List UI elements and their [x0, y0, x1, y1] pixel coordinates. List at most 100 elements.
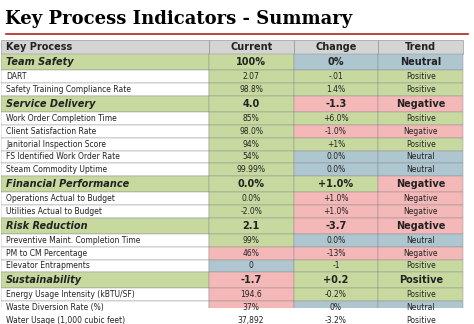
- Bar: [293, 96, 378, 112]
- Bar: [378, 83, 463, 96]
- Bar: [209, 40, 293, 54]
- Bar: [209, 96, 293, 112]
- Bar: [1, 247, 209, 260]
- Bar: [293, 125, 378, 138]
- Bar: [209, 70, 293, 83]
- Text: Negative: Negative: [403, 249, 438, 258]
- Bar: [378, 96, 463, 112]
- Text: Utilities Actual to Budget: Utilities Actual to Budget: [6, 207, 102, 216]
- Bar: [1, 288, 209, 301]
- Bar: [209, 176, 293, 192]
- Text: Negative: Negative: [396, 221, 446, 231]
- Text: Current: Current: [230, 42, 272, 52]
- Bar: [1, 83, 209, 96]
- Text: Service Delivery: Service Delivery: [6, 99, 96, 109]
- Bar: [293, 247, 378, 260]
- Bar: [293, 112, 378, 125]
- Text: Janitorial Inspection Score: Janitorial Inspection Score: [6, 140, 106, 149]
- Text: Positive: Positive: [406, 114, 436, 123]
- Text: +6.0%: +6.0%: [323, 114, 349, 123]
- Text: Sustainability: Sustainability: [6, 275, 82, 285]
- Text: Positive: Positive: [399, 275, 443, 285]
- Text: -0.2%: -0.2%: [325, 290, 347, 299]
- Bar: [209, 138, 293, 151]
- Text: Negative: Negative: [396, 99, 446, 109]
- Text: 0.0%: 0.0%: [326, 236, 346, 245]
- Text: Team Safety: Team Safety: [6, 57, 74, 67]
- Bar: [1, 112, 209, 125]
- Text: Neutral: Neutral: [407, 303, 435, 312]
- Text: Positive: Positive: [406, 140, 436, 149]
- Text: 0.0%: 0.0%: [326, 165, 346, 174]
- Bar: [209, 83, 293, 96]
- Bar: [209, 314, 293, 324]
- Bar: [1, 54, 209, 70]
- Text: 2.07: 2.07: [243, 72, 260, 81]
- Text: 37,892: 37,892: [238, 316, 264, 324]
- Bar: [378, 247, 463, 260]
- Text: Neutral: Neutral: [407, 165, 435, 174]
- Bar: [293, 205, 378, 218]
- Bar: [378, 301, 463, 314]
- Bar: [378, 163, 463, 176]
- Bar: [1, 125, 209, 138]
- Bar: [293, 234, 378, 247]
- Text: Positive: Positive: [406, 290, 436, 299]
- Text: -3.7: -3.7: [325, 221, 346, 231]
- Text: 0.0%: 0.0%: [326, 153, 346, 161]
- Bar: [209, 54, 293, 70]
- Bar: [378, 151, 463, 163]
- Bar: [1, 151, 209, 163]
- Text: -1.7: -1.7: [240, 275, 262, 285]
- Bar: [1, 272, 209, 288]
- Text: 98.0%: 98.0%: [239, 127, 263, 136]
- Bar: [378, 288, 463, 301]
- Text: -1.3: -1.3: [325, 99, 346, 109]
- Text: DART: DART: [6, 72, 27, 81]
- Text: Positive: Positive: [406, 85, 436, 94]
- Text: Key Process: Key Process: [6, 42, 73, 52]
- Text: Financial Performance: Financial Performance: [6, 179, 129, 189]
- Bar: [1, 96, 209, 112]
- Bar: [209, 272, 293, 288]
- Text: 46%: 46%: [243, 249, 260, 258]
- Text: Operations Actual to Budget: Operations Actual to Budget: [6, 194, 115, 203]
- Text: 37%: 37%: [243, 303, 260, 312]
- Text: 100%: 100%: [236, 57, 266, 67]
- Text: Positive: Positive: [406, 72, 436, 81]
- Bar: [209, 234, 293, 247]
- Text: 54%: 54%: [243, 153, 260, 161]
- Text: Client Satisfaction Rate: Client Satisfaction Rate: [6, 127, 96, 136]
- Bar: [378, 138, 463, 151]
- Bar: [378, 40, 463, 54]
- Text: FS Identified Work Order Rate: FS Identified Work Order Rate: [6, 153, 120, 161]
- Text: 4.0: 4.0: [243, 99, 260, 109]
- Text: PM to CM Percentage: PM to CM Percentage: [6, 249, 87, 258]
- Bar: [293, 192, 378, 205]
- Text: 0: 0: [249, 261, 254, 271]
- Text: Change: Change: [315, 42, 356, 52]
- Text: Positive: Positive: [406, 316, 436, 324]
- Bar: [1, 301, 209, 314]
- Text: 94%: 94%: [243, 140, 260, 149]
- Bar: [1, 176, 209, 192]
- Bar: [378, 192, 463, 205]
- Bar: [1, 234, 209, 247]
- Bar: [209, 260, 293, 272]
- Bar: [378, 112, 463, 125]
- Bar: [293, 260, 378, 272]
- Bar: [293, 288, 378, 301]
- Bar: [1, 192, 209, 205]
- Text: 98.8%: 98.8%: [239, 85, 263, 94]
- Bar: [1, 138, 209, 151]
- Bar: [1, 218, 209, 234]
- Bar: [209, 205, 293, 218]
- Text: Waste Diversion Rate (%): Waste Diversion Rate (%): [6, 303, 104, 312]
- Bar: [293, 83, 378, 96]
- Text: 0.0%: 0.0%: [237, 179, 264, 189]
- Text: +1.0%: +1.0%: [323, 194, 349, 203]
- Bar: [1, 163, 209, 176]
- Text: Negative: Negative: [403, 207, 438, 216]
- Text: Negative: Negative: [403, 194, 438, 203]
- Bar: [209, 288, 293, 301]
